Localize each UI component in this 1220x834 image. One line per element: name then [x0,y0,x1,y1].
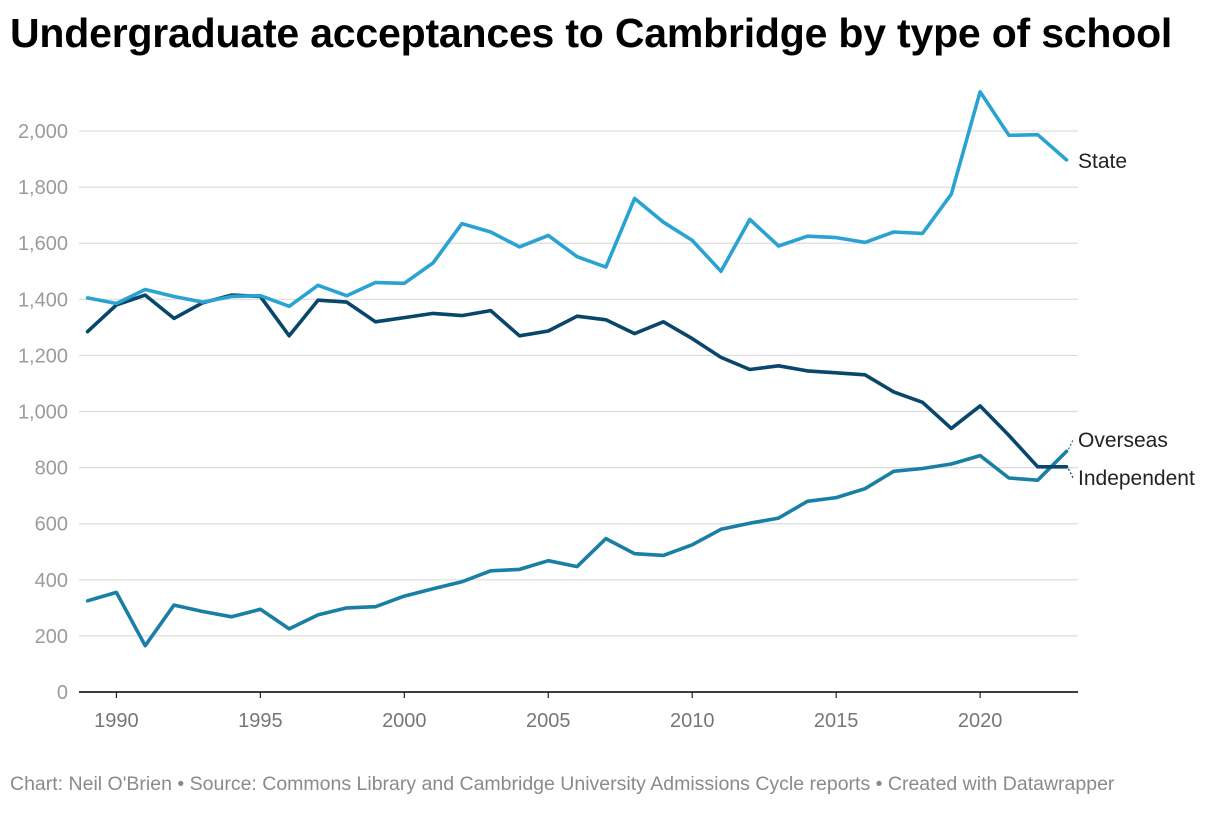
leader-line [1067,468,1074,479]
x-axis-ticks: 1990 1995 2000 2005 2010 2015 2020 [94,692,1002,732]
gridlines [79,130,1078,693]
y-tick-label: 1,000 [18,402,68,424]
y-tick-label: 800 [35,458,68,480]
series-labels: State Overseas Independent [1067,150,1195,490]
series-label-overseas: Overseas [1078,429,1168,452]
series-line-independent [85,293,1069,469]
footer-credit: Chart: Neil O'Brien [10,773,172,795]
series-line-state [85,90,1069,309]
y-tick-label: 0 [57,682,68,704]
footer-source: Source: Commons Library and Cambridge Un… [189,773,871,795]
footer-tool: Created with Datawrapper [887,773,1115,795]
series-lines [85,90,1069,648]
series-label-state: State [1078,150,1127,173]
y-tick-label: 1,400 [18,289,68,311]
x-tick-label: 1990 [94,710,139,732]
x-tick-label: 2020 [958,710,1003,732]
x-tick-label: 2010 [670,710,715,732]
y-axis-ticks: 0 200 400 600 800 1,000 1,200 1,400 1,600 1,800 2,… [18,121,68,704]
y-tick-label: 1,200 [18,345,68,367]
x-tick-label: 2015 [814,710,859,732]
chart-footer: Chart: Neil O'Brien • Source: Commons Li… [10,772,1160,797]
y-tick-label: 1,600 [18,233,68,255]
y-tick-label: 400 [35,570,68,592]
series-label-independent: Independent [1078,467,1195,490]
y-tick-label: 200 [35,626,68,648]
leader-line [1067,439,1074,450]
x-tick-label: 2005 [526,710,571,732]
y-tick-label: 1,800 [18,177,68,199]
line-chart: 0 200 400 600 800 1,000 1,200 1,400 1,600 1,800 2,… [18,90,1195,732]
x-tick-label: 1995 [238,710,283,732]
footer-separator: • [870,773,888,795]
y-tick-label: 600 [35,514,68,536]
y-tick-label: 2,000 [18,121,68,143]
x-tick-label: 2000 [382,710,427,732]
chart-title: Undergraduate acceptances to Cambridge b… [10,10,1173,56]
footer-separator: • [171,773,190,795]
series-line-overseas [85,449,1069,648]
